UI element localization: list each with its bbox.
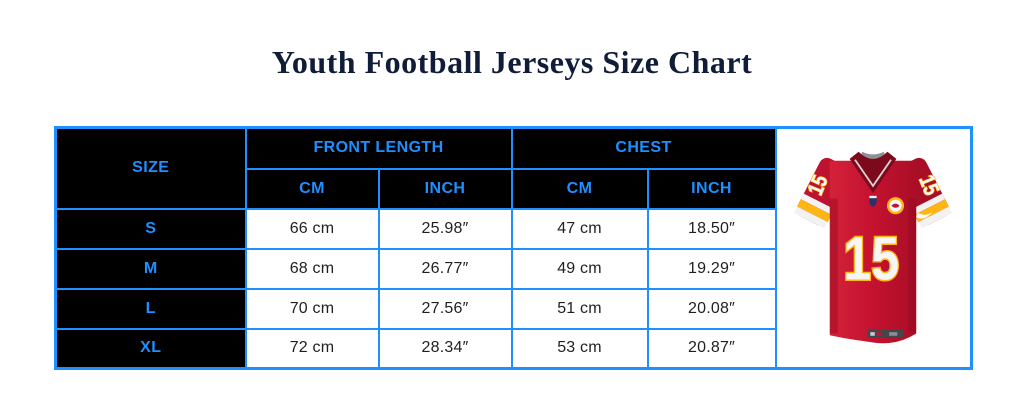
nfl-shield-logo bbox=[869, 195, 877, 207]
header-chest-cm: CM bbox=[510, 167, 649, 210]
front-length-inch-value: 27.56″ bbox=[377, 287, 513, 330]
jersey-chest-number: 15 bbox=[844, 224, 900, 293]
football-jersey-illustration: 15 15 15 bbox=[794, 151, 953, 344]
chest-cm-value: 51 cm bbox=[510, 287, 649, 330]
jersey-product-image: 15 15 15 bbox=[774, 126, 973, 370]
chest-inch-value: 18.50″ bbox=[646, 207, 777, 250]
nike-swoosh-icon bbox=[916, 212, 933, 219]
size-label: S bbox=[54, 207, 247, 250]
jersey-collar bbox=[849, 151, 897, 194]
table-row-size-l: L 70 cm 27.56″ 51 cm 20.08″ bbox=[54, 287, 972, 330]
size-label: XL bbox=[54, 327, 247, 370]
front-length-cm-value: 72 cm bbox=[244, 327, 380, 370]
chest-cm-value: 47 cm bbox=[510, 207, 649, 250]
front-length-cm-value: 70 cm bbox=[244, 287, 380, 330]
header-chest-inch: INCH bbox=[646, 167, 777, 210]
front-length-cm-value: 66 cm bbox=[244, 207, 380, 250]
page-title: Youth Football Jerseys Size Chart bbox=[271, 44, 753, 80]
size-label: M bbox=[54, 247, 247, 290]
chest-inch-value: 20.87″ bbox=[646, 327, 777, 370]
front-length-cm-value: 68 cm bbox=[244, 247, 380, 290]
chest-inch-value: 20.08″ bbox=[646, 287, 777, 330]
header-chest: CHEST bbox=[510, 126, 777, 170]
front-length-inch-value: 25.98″ bbox=[377, 207, 513, 250]
front-length-inch-value: 26.77″ bbox=[377, 247, 513, 290]
size-label: L bbox=[54, 287, 247, 330]
team-patch-logo bbox=[887, 197, 905, 215]
table-row-size-xl: XL 72 cm 28.34″ 53 cm 20.87″ bbox=[54, 327, 972, 370]
jersey-left-mesh-panel bbox=[830, 198, 839, 334]
chest-inch-value: 19.29″ bbox=[646, 247, 777, 290]
size-chart-table: SIZE FRONT LENGTH CHEST bbox=[54, 126, 974, 370]
header-front-length-cm: CM bbox=[244, 167, 380, 210]
header-front-length-inch: INCH bbox=[377, 167, 513, 210]
chest-cm-value: 49 cm bbox=[510, 247, 649, 290]
header-size: SIZE bbox=[54, 126, 247, 210]
jersey-jock-tag bbox=[867, 329, 904, 338]
jersey-right-mesh-panel bbox=[908, 198, 917, 332]
table-header-row-units: CM INCH CM INCH bbox=[56, 167, 972, 210]
header-front-length: FRONT LENGTH bbox=[244, 126, 513, 170]
front-length-inch-value: 28.34″ bbox=[377, 327, 513, 370]
jersey-image-wrapper: 15 15 15 bbox=[777, 135, 971, 361]
table-row-size-m: M 68 cm 26.77″ 49 cm 19.29″ bbox=[54, 247, 972, 290]
jersey-collar-trim bbox=[854, 159, 893, 188]
table-row-size-s: S 66 cm 25.98″ 47 cm 18.50″ bbox=[54, 207, 972, 250]
table-header-row-groups: SIZE FRONT LENGTH CHEST bbox=[54, 126, 973, 370]
chest-cm-value: 53 cm bbox=[510, 327, 649, 370]
